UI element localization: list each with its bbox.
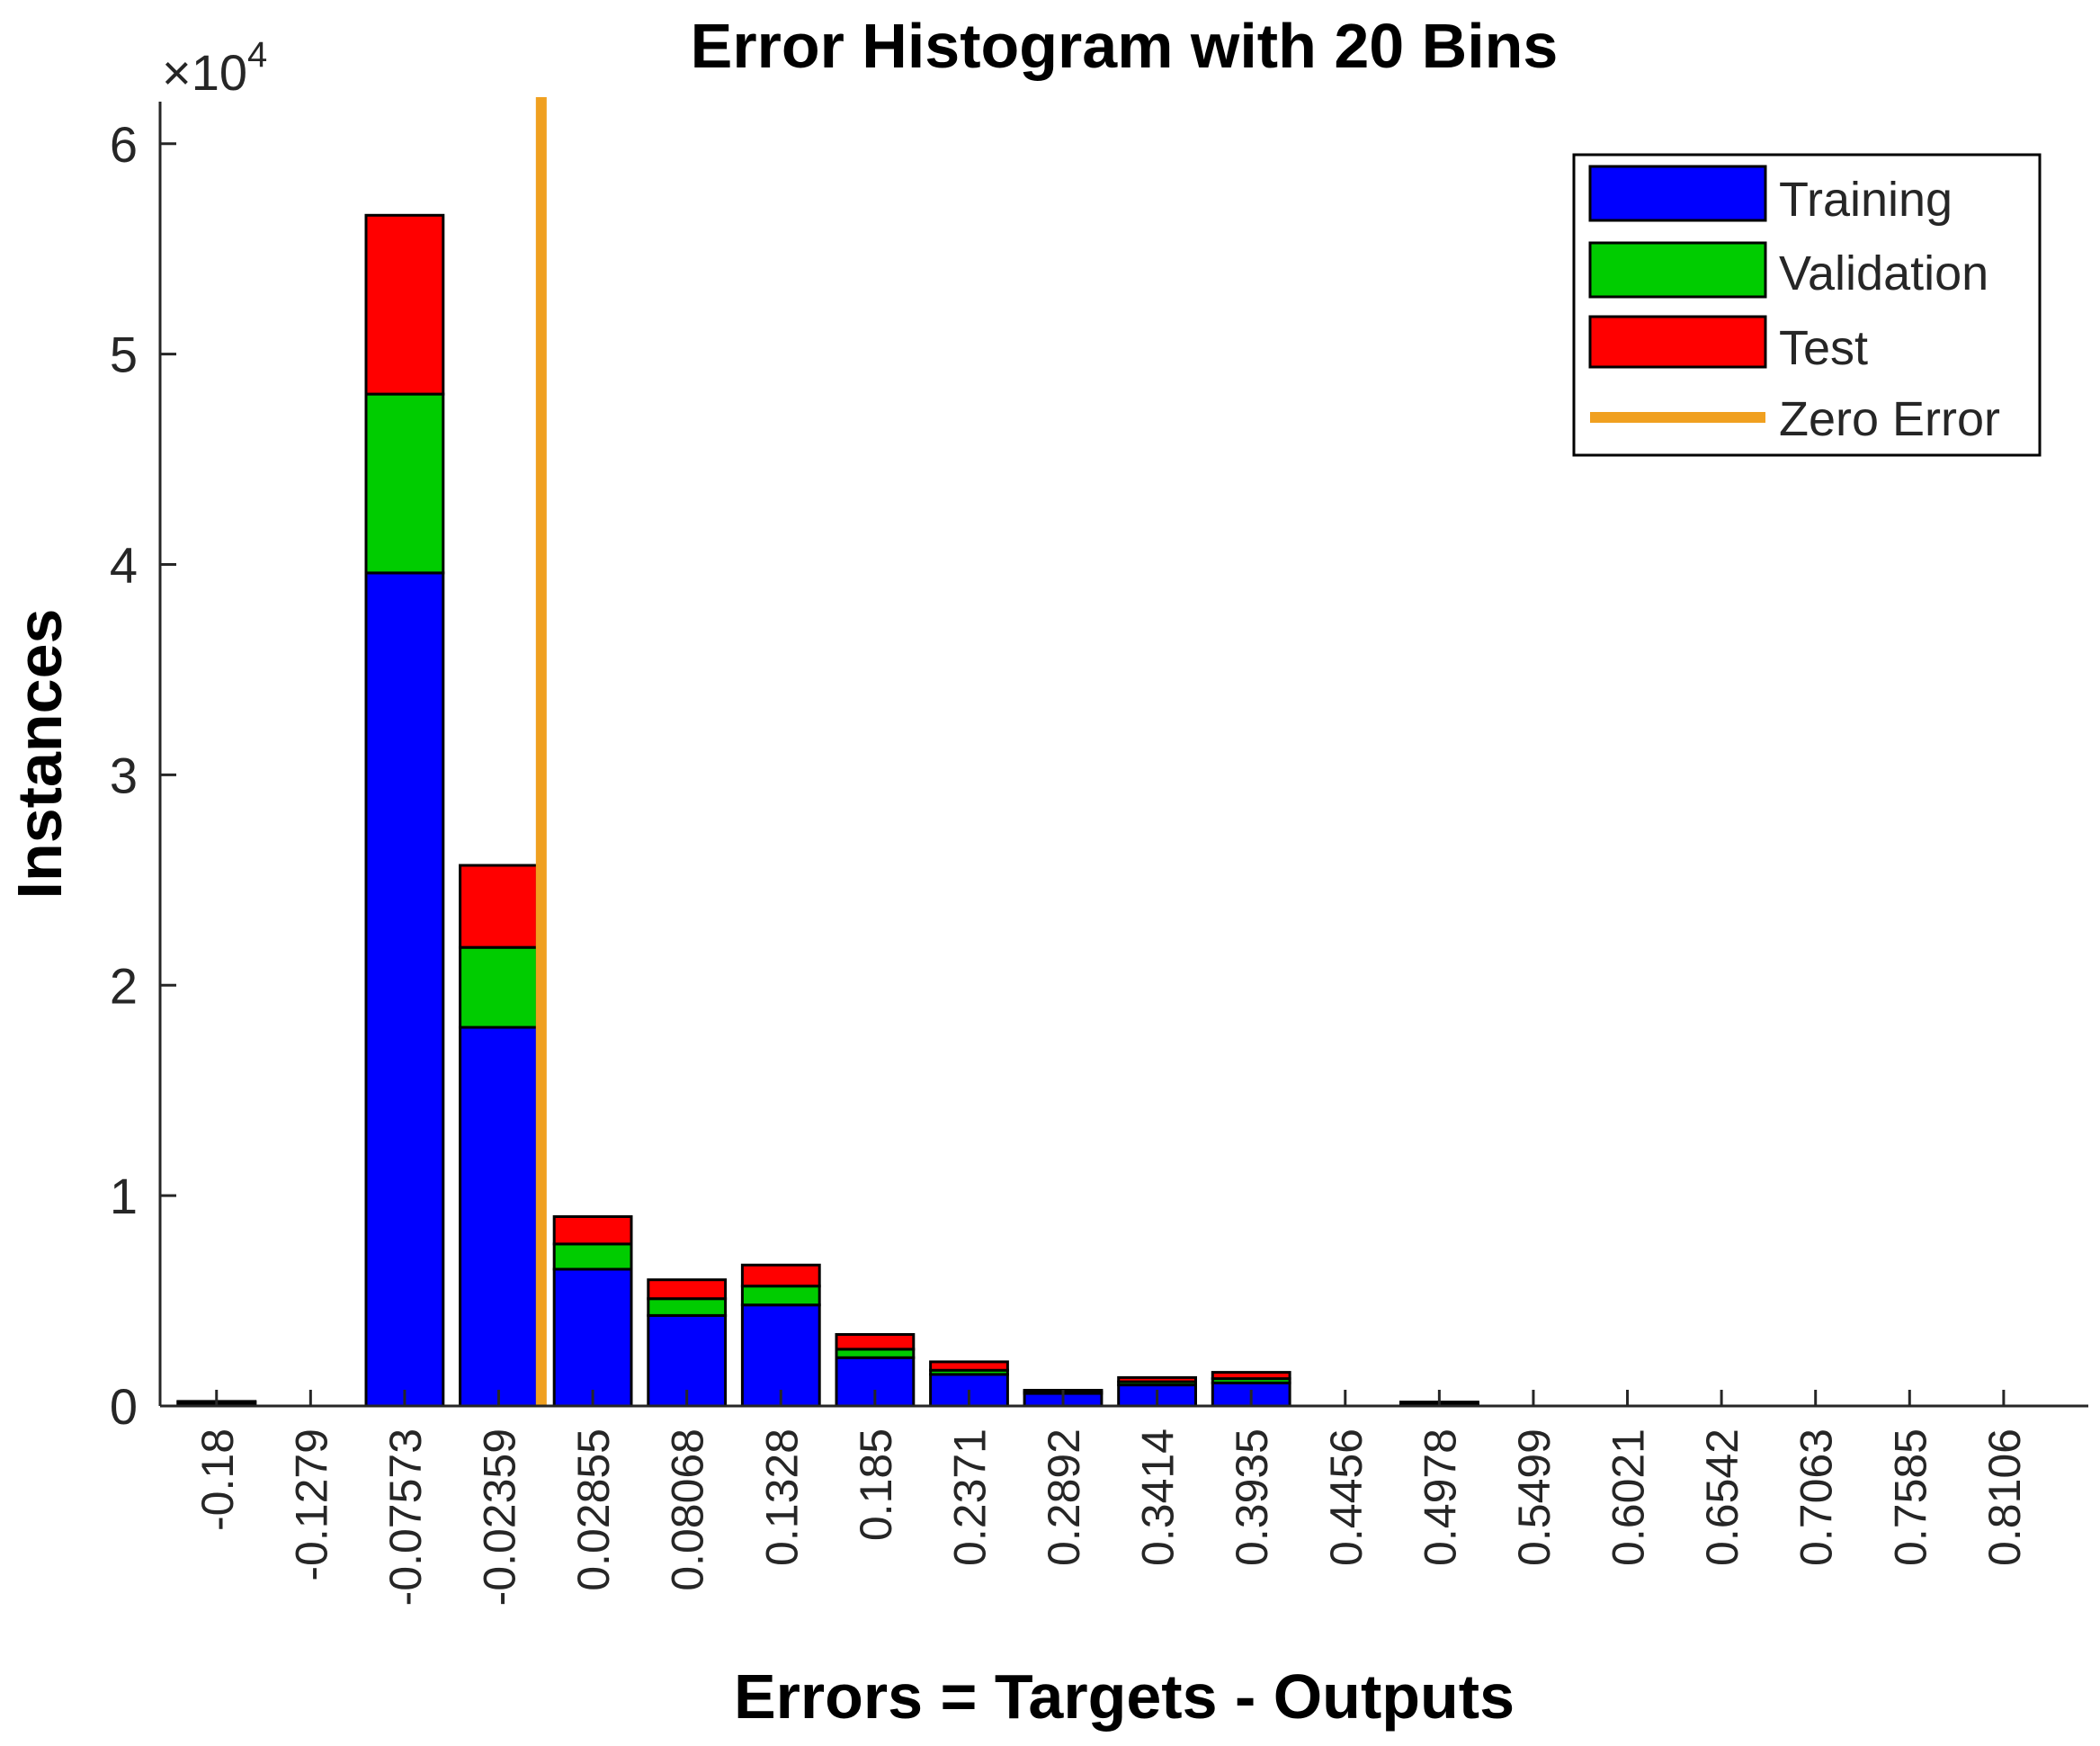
x-tick-labels: -0.18 -0.1279 -0.07573 -0.02359 0.02855 0.080… — [192, 1428, 2030, 1606]
x-tick-label: 0.4456 — [1321, 1428, 1372, 1566]
legend: Training Validation Test Zero Error — [1572, 153, 2042, 457]
bar-test-6 — [740, 1263, 821, 1288]
bar-test-11 — [1211, 1371, 1291, 1381]
x-tick-label: 0.1328 — [756, 1428, 807, 1566]
y-tick-label: 0 — [110, 1378, 138, 1435]
legend-swatch-training — [1588, 165, 1767, 222]
bar-test-3 — [459, 864, 539, 949]
plot-area — [158, 97, 2088, 1408]
bar-validation-3 — [459, 945, 539, 1029]
x-tick-label: -0.1279 — [286, 1428, 336, 1581]
y-tick-label: 4 — [110, 537, 138, 594]
bar-training-2 — [364, 571, 445, 1408]
bar-test-8 — [929, 1360, 1009, 1372]
x-tick-label: 0.7585 — [1885, 1428, 1935, 1566]
x-tick-label: 0.6021 — [1604, 1428, 1654, 1566]
x-tick-label: 0.185 — [851, 1428, 901, 1541]
x-tick-label: 0.02855 — [568, 1428, 619, 1591]
x-tick-label: 0.6542 — [1697, 1428, 1747, 1566]
bar-test-7 — [835, 1333, 916, 1351]
y-axis-label: Instances — [4, 609, 75, 900]
y-exponent-label: ×104 — [162, 35, 267, 101]
x-tick-label: 0.3414 — [1133, 1428, 1184, 1566]
y-tick-label: 2 — [110, 957, 138, 1014]
bar-validation-5 — [647, 1297, 728, 1317]
x-axis-label: Errors = Targets - Outputs — [734, 1661, 1515, 1732]
bar-validation-6 — [740, 1285, 821, 1307]
bar-validation-4 — [552, 1242, 633, 1271]
x-tick-label: 0.2371 — [944, 1428, 995, 1566]
x-tick-label: 0.3935 — [1227, 1428, 1277, 1566]
x-tick-label: 0.7063 — [1792, 1428, 1842, 1566]
x-tick-label: 0.2892 — [1039, 1428, 1089, 1566]
x-tick-label: -0.02359 — [475, 1428, 525, 1606]
x-tick-label: 0.4978 — [1415, 1428, 1465, 1566]
bar-test-2 — [364, 213, 445, 396]
chart-title: Error Histogram with 20 Bins — [691, 11, 1559, 81]
y-tick-label: 5 — [110, 327, 138, 383]
legend-swatch-test — [1588, 315, 1767, 369]
bar-test-5 — [647, 1278, 728, 1301]
x-tick-label: 0.8106 — [1979, 1428, 2030, 1566]
legend-label-test: Test — [1779, 321, 1868, 375]
bar-training-4 — [552, 1267, 633, 1408]
bar-training-3 — [459, 1025, 539, 1408]
bar-test-4 — [552, 1215, 633, 1246]
legend-swatch-validation — [1588, 241, 1767, 299]
legend-label-zero-error: Zero Error — [1779, 392, 2000, 446]
y-tick-label: 6 — [110, 116, 138, 173]
legend-label-training: Training — [1779, 173, 1953, 227]
bar-training-6 — [740, 1303, 821, 1408]
x-tick-label: -0.18 — [192, 1428, 243, 1531]
y-tick-label: 1 — [110, 1168, 138, 1224]
bar-validation-2 — [364, 392, 445, 575]
x-tick-label: 0.08068 — [663, 1428, 713, 1591]
y-exponent-power: 4 — [247, 35, 267, 75]
y-tick-labels: 0 1 2 3 4 5 6 — [110, 116, 138, 1435]
legend-label-validation: Validation — [1779, 246, 1988, 300]
bar-test-10 — [1117, 1375, 1197, 1383]
y-tick-label: 3 — [110, 747, 138, 803]
x-tick-label: -0.07573 — [380, 1428, 431, 1606]
x-tick-label: 0.5499 — [1509, 1428, 1559, 1566]
